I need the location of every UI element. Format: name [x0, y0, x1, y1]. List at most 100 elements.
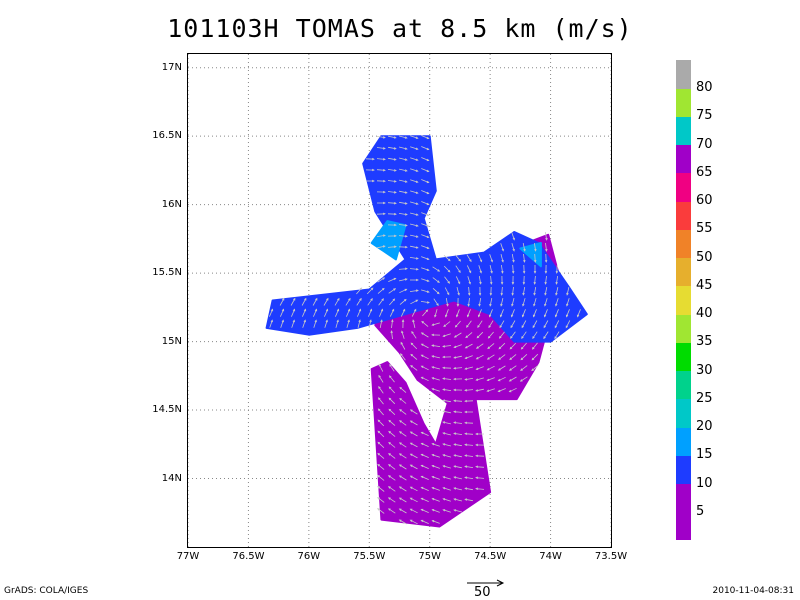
wind-vector-arrow: [388, 288, 397, 294]
wind-vector-arrow: [378, 385, 384, 394]
wind-vector-arrow: [453, 476, 462, 480]
colorbar-label: 40: [696, 306, 713, 322]
wind-vector-arrow: [522, 264, 526, 274]
wind-vector-arrow: [388, 408, 396, 415]
latitude-tick-label: 15.5N: [152, 267, 182, 279]
wind-vector-arrow: [398, 213, 408, 216]
wind-vector-arrow: [388, 430, 396, 437]
wind-vector-arrow: [456, 287, 460, 296]
wind-vector-arrow: [376, 179, 386, 183]
wind-vector-arrow: [398, 234, 408, 238]
wind-vector-arrow: [324, 308, 329, 317]
wind-vector-arrow: [398, 519, 407, 525]
wind-vector-arrow: [544, 232, 548, 241]
wind-vector-arrow: [399, 386, 407, 393]
wind-vector-arrow: [388, 277, 397, 282]
colorbar-segment: [676, 257, 691, 287]
longitude-tick-label: 73.5W: [594, 551, 628, 562]
wind-vector-arrow: [431, 465, 440, 469]
colorbar-label: 60: [696, 193, 713, 209]
wind-vector-arrow: [410, 179, 419, 183]
wind-vector-arrow: [500, 298, 504, 307]
wind-vector-arrow: [398, 464, 407, 470]
wind-vector-arrow: [401, 319, 405, 329]
wind-vector-arrow: [477, 320, 483, 329]
wind-vector-arrow: [486, 388, 495, 392]
wind-vector-arrow: [420, 475, 429, 480]
wind-vector-arrow: [554, 309, 559, 318]
wind-vector-arrow: [409, 508, 418, 514]
wind-vector-arrow: [377, 441, 385, 448]
colorbar-segment: [676, 342, 691, 372]
wind-vector-arrow: [399, 190, 408, 194]
wind-vector-arrow: [409, 475, 418, 481]
colorbar-segment: [676, 511, 691, 541]
wind-vector-arrow: [442, 388, 452, 391]
wind-vector-arrow: [431, 344, 441, 347]
wind-vector-arrow: [410, 278, 419, 282]
wind-vector-arrow: [464, 355, 473, 359]
wind-vector-arrow: [431, 498, 440, 502]
wind-vector-arrow: [489, 265, 493, 274]
colorbar-label: 75: [696, 108, 713, 124]
wind-vector-arrow: [478, 254, 483, 263]
wind-vector-arrow: [377, 287, 385, 294]
wind-vector-arrow: [443, 265, 451, 273]
colorbar-label: 80: [696, 80, 713, 96]
colorbar-segment: [676, 483, 691, 513]
wind-vector-arrow: [409, 486, 418, 492]
wind-vector-arrow: [522, 275, 526, 285]
wind-vector-arrow: [486, 377, 495, 381]
wind-vector-arrow: [431, 443, 440, 447]
wind-vector-arrow: [478, 265, 482, 274]
wind-vector-arrow: [465, 332, 473, 339]
colorbar-label: 70: [696, 136, 713, 152]
wind-vector-arrow: [442, 355, 452, 359]
wind-vector-arrow: [464, 487, 473, 491]
wind-vector-arrow: [388, 453, 396, 459]
wind-vector-arrow: [312, 297, 318, 306]
wind-vector-arrow: [388, 441, 396, 448]
wind-vector-arrow: [511, 264, 515, 274]
map-title: 101103H TOMAS at 8.5 km (m/s): [167, 14, 633, 43]
wind-vector-arrow: [499, 309, 504, 318]
wind-vector-arrow: [387, 475, 396, 481]
wind-vector-arrow: [464, 343, 473, 349]
wind-vector-arrow: [508, 376, 517, 382]
longitude-tick-label: 74.5W: [474, 551, 507, 562]
wind-vector-arrow: [455, 254, 462, 262]
wind-vector-arrow: [409, 464, 418, 470]
wind-vector-arrow: [442, 487, 451, 491]
wind-vector-arrow: [476, 331, 484, 339]
wind-vector-arrow: [410, 245, 419, 249]
wind-speed-region: [265, 135, 588, 343]
wind-vector-arrow: [475, 487, 485, 491]
wind-vector-arrow: [377, 463, 385, 470]
wind-vector-arrow: [420, 486, 429, 491]
colorbar-segment: [676, 88, 691, 117]
wind-vector-arrow: [377, 474, 385, 481]
wind-vector-arrow: [497, 388, 506, 393]
wind-vector-arrow: [466, 265, 472, 274]
wind-vector-arrow: [520, 342, 527, 350]
wind-vector-arrow: [498, 342, 506, 350]
wind-vector-arrow: [279, 297, 285, 306]
wind-vector-arrow: [531, 342, 538, 350]
wind-vector-arrow: [421, 245, 430, 249]
wind-vector-arrow: [500, 275, 504, 285]
wind-vector-arrow: [420, 453, 429, 458]
wind-vector-arrow: [533, 298, 537, 307]
wind-vector-arrow: [443, 255, 451, 262]
wind-vector-arrow: [356, 297, 362, 306]
wind-vector-arrow: [409, 519, 418, 525]
wind-vector-arrow: [431, 333, 441, 337]
wind-vector-arrow: [488, 320, 494, 329]
wind-vector-arrow: [544, 275, 547, 285]
wind-vector-arrow: [442, 377, 452, 380]
wind-vector-arrow: [410, 365, 418, 371]
wind-vector-arrow: [387, 245, 397, 249]
wind-vector-arrow: [522, 243, 526, 252]
wind-vector-arrow: [453, 498, 462, 502]
latitude-tick-label: 16.5N: [152, 130, 182, 142]
wind-vector-arrow: [376, 234, 386, 237]
